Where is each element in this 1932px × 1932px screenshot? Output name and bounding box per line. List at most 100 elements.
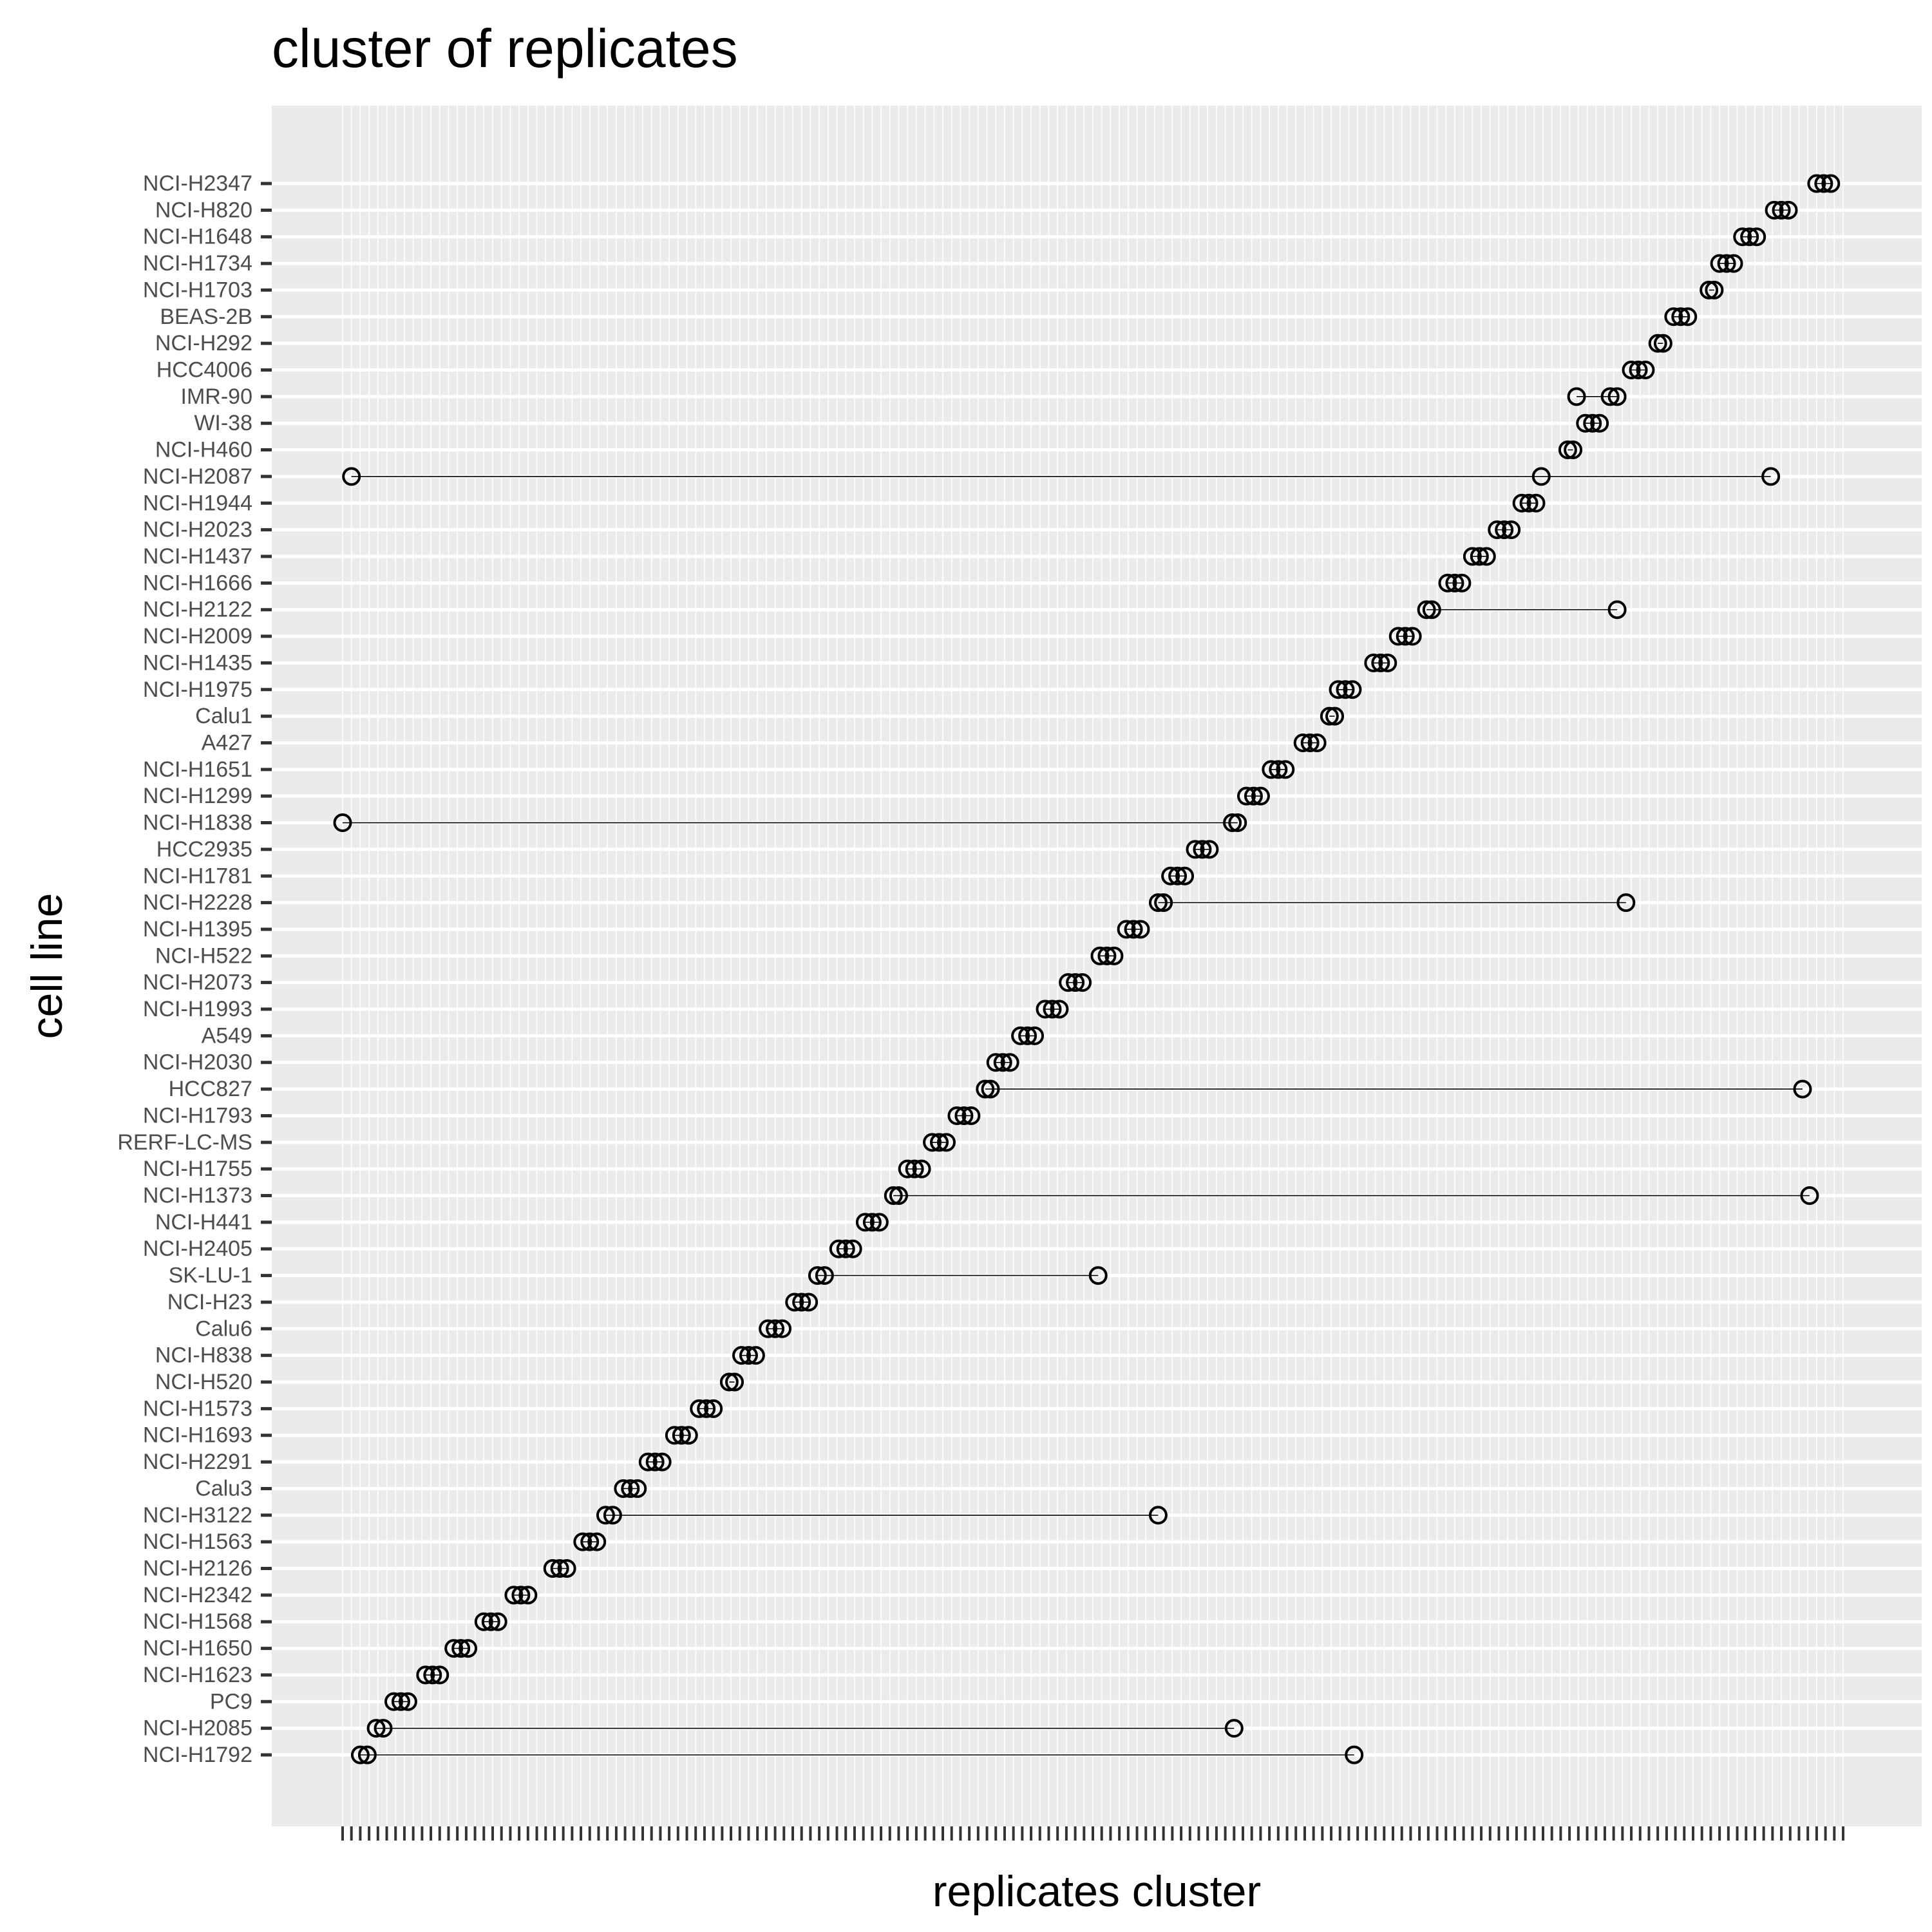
data-point: [1269, 760, 1288, 779]
y-tick-label: Calu6: [195, 1316, 252, 1341]
data-point: [1228, 813, 1247, 833]
data-point: [580, 1532, 600, 1551]
data-point: [843, 1239, 862, 1258]
y-tick-label: HCC4006: [156, 357, 252, 382]
data-point: [1073, 973, 1092, 992]
data-point: [557, 1559, 576, 1578]
data-point: [1422, 600, 1441, 620]
data-point: [1124, 920, 1143, 939]
data-point: [1470, 547, 1489, 566]
data-point: [1148, 1506, 1168, 1525]
y-tick-label: NCI-H2291: [143, 1450, 252, 1474]
y-tick-label: SK-LU-1: [169, 1264, 252, 1288]
y-tick-label: NCI-H1563: [143, 1530, 252, 1554]
y-tick-label: Calu3: [195, 1476, 252, 1501]
data-point: [1576, 413, 1595, 433]
y-tick-label: NCI-H2405: [143, 1236, 252, 1261]
data-point: [543, 1559, 562, 1578]
data-point: [961, 1106, 981, 1125]
data-point: [773, 1319, 792, 1338]
data-point: [488, 1612, 507, 1631]
y-tick-label: NCI-H520: [155, 1370, 252, 1394]
data-point: [423, 1665, 442, 1685]
data-point: [1262, 760, 1281, 779]
y-tick-label: NCI-H1734: [143, 251, 252, 276]
data-point: [1097, 946, 1117, 965]
data-point: [1131, 920, 1150, 939]
data-point: [391, 1692, 410, 1711]
data-point: [350, 1745, 370, 1765]
data-point: [1223, 813, 1242, 833]
data-point: [704, 1399, 723, 1418]
data-point: [1564, 440, 1583, 460]
data-point: [1066, 973, 1085, 992]
data-point: [1607, 600, 1627, 620]
data-point: [1000, 1053, 1019, 1072]
data-point: [1104, 946, 1124, 965]
data-point: [1452, 573, 1472, 592]
y-tick-label: NCI-H460: [155, 438, 252, 462]
y-tick-label: NCI-H1573: [143, 1396, 252, 1421]
data-point: [739, 1346, 758, 1365]
y-tick-label: NCI-H2347: [143, 171, 252, 196]
y-tick-label: NCI-H2228: [143, 891, 252, 915]
data-point: [1186, 840, 1205, 859]
y-tick-label: NCI-H1975: [143, 677, 252, 702]
data-point: [645, 1452, 665, 1472]
data-point: [766, 1319, 785, 1338]
data-point: [1558, 440, 1577, 460]
y-tick-label: NCI-H2030: [143, 1050, 252, 1075]
data-point: [1276, 760, 1295, 779]
grid-lines: [272, 106, 1922, 1826]
data-point: [1378, 653, 1397, 672]
data-point: [923, 1133, 942, 1152]
data-point: [792, 1293, 811, 1312]
y-tick-label: NCI-H1781: [143, 864, 252, 888]
data-point: [398, 1692, 417, 1711]
data-point: [1161, 866, 1180, 886]
y-tick-label: HCC827: [169, 1077, 252, 1101]
data-point: [697, 1399, 716, 1418]
y-axis-title: cell line: [23, 893, 71, 1039]
data-point: [1088, 1266, 1108, 1285]
data-point: [1495, 520, 1514, 540]
data-point: [785, 1293, 804, 1312]
y-tick-label: NCI-H1944: [143, 491, 252, 515]
data-point: [1396, 627, 1415, 646]
data-point: [1678, 307, 1698, 327]
y-tick-label: A427: [202, 730, 252, 755]
data-point: [1445, 573, 1464, 592]
data-point: [1059, 973, 1078, 992]
data-point: [1488, 520, 1507, 540]
data-point: [1779, 200, 1798, 220]
y-tick-label: Calu1: [195, 704, 252, 728]
data-point: [1300, 733, 1320, 752]
y-tick-label: NCI-H1568: [143, 1609, 252, 1634]
data-point: [1814, 174, 1833, 193]
data-point: [690, 1399, 709, 1418]
data-point: [905, 1159, 924, 1179]
data-point: [1765, 200, 1784, 220]
data-point: [1622, 360, 1641, 379]
data-point: [596, 1506, 615, 1525]
data-point: [1168, 866, 1188, 886]
data-point: [1200, 840, 1219, 859]
data-point: [1244, 786, 1263, 806]
data-point: [1336, 680, 1355, 699]
data-point: [1364, 653, 1383, 672]
data-point: [1583, 413, 1602, 433]
data-point: [451, 1639, 471, 1658]
y-tick-label: NCI-H23: [167, 1290, 252, 1314]
data-point: [912, 1159, 931, 1179]
data-point: [1043, 999, 1062, 1019]
data-point: [1710, 254, 1729, 273]
data-point: [1653, 334, 1672, 353]
y-tick-label: NCI-H2122: [143, 598, 252, 622]
y-tick-label: NCI-H1437: [143, 544, 252, 569]
y-tick-label: NCI-H1838: [143, 811, 252, 835]
data-point: [1629, 360, 1648, 379]
y-tick-label: NCI-H1755: [143, 1157, 252, 1181]
y-tick-label: NCI-H1435: [143, 650, 252, 675]
data-point: [1036, 999, 1055, 1019]
